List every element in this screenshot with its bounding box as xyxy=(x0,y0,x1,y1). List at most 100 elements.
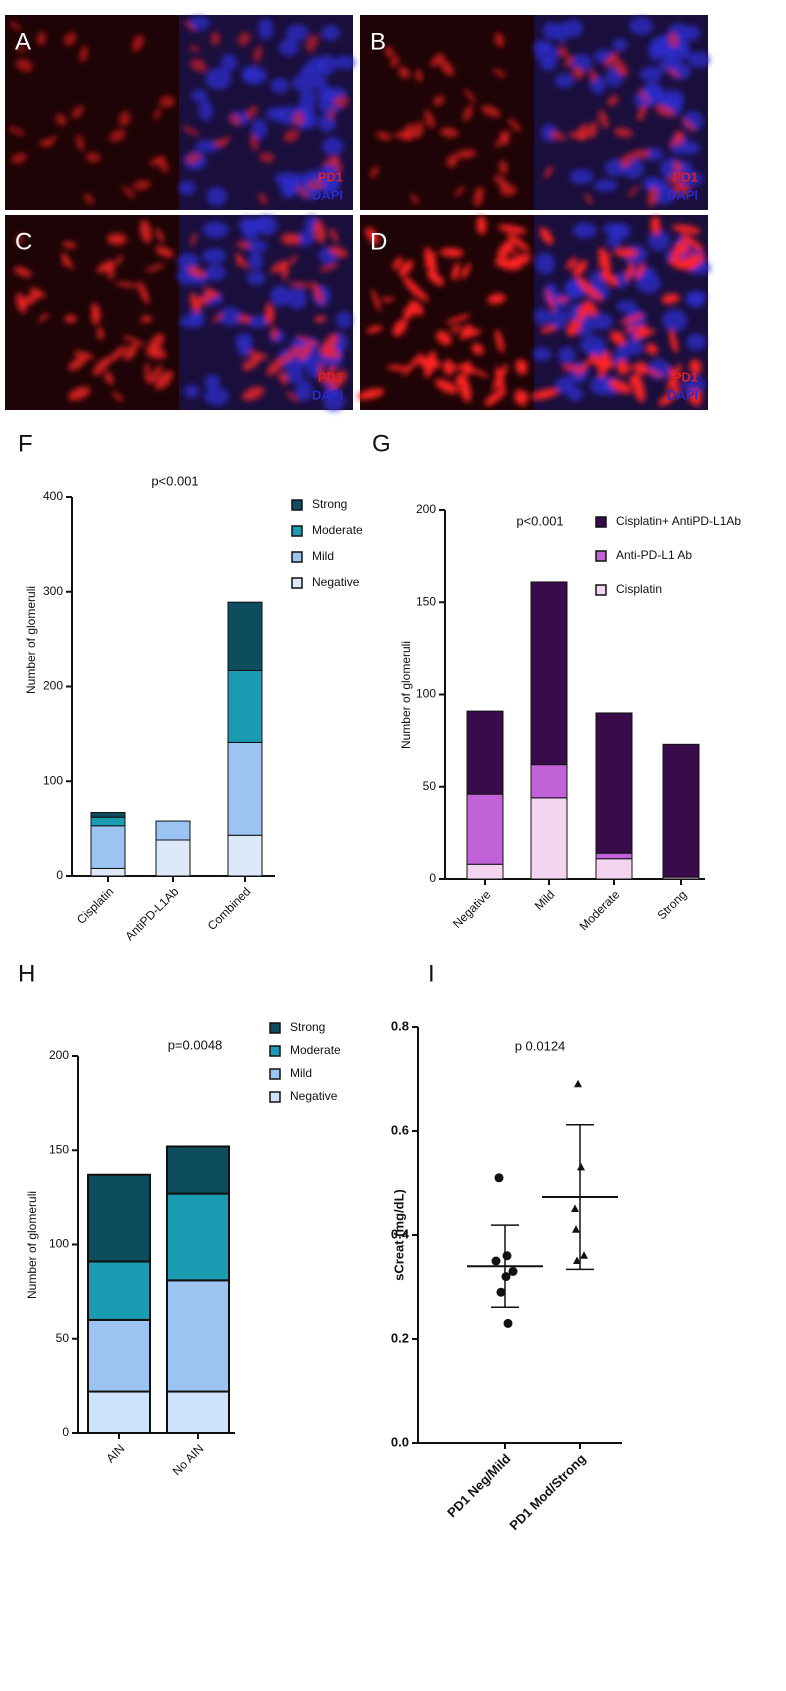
dapi-nucleus xyxy=(286,364,304,383)
dapi-nucleus xyxy=(611,223,631,240)
dapi-nucleus xyxy=(648,230,671,251)
dapi-nucleus xyxy=(291,74,315,92)
y-axis-label: Number of glomeruli xyxy=(399,641,413,749)
pd1-stain xyxy=(668,131,685,148)
dapi-nucleus xyxy=(323,392,345,412)
pd1-stain xyxy=(576,276,597,299)
pd1-stain xyxy=(144,362,150,383)
pd1-stain xyxy=(613,59,628,77)
dapi-nucleus xyxy=(218,307,243,327)
bar-segment xyxy=(530,797,568,880)
legend-swatch xyxy=(595,550,607,562)
dapi-nucleus xyxy=(333,55,356,70)
pd1-stain xyxy=(282,345,301,363)
dapi-nucleus xyxy=(178,180,196,195)
x-tick-label: No AIN xyxy=(170,1441,207,1478)
stain-blobs xyxy=(7,16,356,206)
pd1-stain xyxy=(627,364,644,370)
pd1-stain xyxy=(210,31,220,46)
pd1-stain xyxy=(318,362,324,383)
legend-label: Moderate xyxy=(312,523,363,537)
stain-label: DAPI xyxy=(667,187,698,202)
y-tick-label: 100 xyxy=(43,773,63,787)
data-point xyxy=(572,1225,580,1233)
pd1-stain xyxy=(417,289,429,302)
pd1-stain xyxy=(424,350,437,378)
bar-segment xyxy=(530,581,568,766)
pd1-stain xyxy=(285,391,298,402)
pd1-stain xyxy=(157,157,169,173)
pd1-stain xyxy=(114,281,139,288)
pd1-stain xyxy=(409,300,424,316)
dapi-nucleus xyxy=(202,221,229,239)
dapi-nucleus xyxy=(657,59,683,73)
pd1-stain xyxy=(688,389,698,404)
pd1-stain xyxy=(545,289,555,312)
pd1-stain xyxy=(187,266,206,278)
pd1-stain xyxy=(132,180,151,191)
pd1-stain xyxy=(671,224,701,234)
pd1-stain xyxy=(668,32,679,48)
pd1-stain xyxy=(402,352,423,377)
pd1-stain xyxy=(259,152,275,163)
bar-segment xyxy=(166,1192,230,1282)
pd1-stain xyxy=(18,291,41,308)
pd1-stain xyxy=(139,219,152,244)
dapi-nucleus xyxy=(321,137,344,156)
pd1-stain xyxy=(442,359,455,376)
pd1-stain xyxy=(258,193,268,205)
bar-segment xyxy=(87,1260,151,1321)
pd1-stain xyxy=(667,68,680,78)
pd1-stain xyxy=(38,313,49,323)
stain-label: DAPI xyxy=(667,387,698,402)
pd1-stain xyxy=(629,373,641,386)
dapi-nucleus xyxy=(555,376,575,395)
y-tick-label: 200 xyxy=(49,1048,69,1062)
annotation: p<0.001 xyxy=(151,473,198,488)
pd1-stain xyxy=(398,66,410,79)
pd1-stain xyxy=(283,129,300,143)
pd1-stain xyxy=(550,131,566,141)
dapi-nucleus xyxy=(270,77,289,94)
bar-segment xyxy=(166,1390,230,1435)
pd1-stain xyxy=(118,111,131,127)
pd1-stain xyxy=(71,105,84,119)
bar-segment xyxy=(87,1173,151,1263)
bar-segment xyxy=(530,764,568,799)
pd1-stain xyxy=(424,109,435,129)
pd1-stain xyxy=(647,186,658,207)
pd1-stain xyxy=(436,330,452,346)
dapi-nucleus xyxy=(540,58,557,71)
pd1-stain xyxy=(295,185,310,199)
dapi-nucleus xyxy=(220,54,238,72)
pd1-stain xyxy=(439,59,454,77)
pd1-stain xyxy=(610,330,626,346)
y-tick-label: 0 xyxy=(429,871,436,885)
x-tick-label: Mild xyxy=(532,887,557,912)
dapi-nucleus xyxy=(666,42,691,62)
pd1-stain xyxy=(645,343,658,355)
dapi-nucleus xyxy=(572,222,597,239)
pd1-stain xyxy=(329,246,348,258)
pd1-stain xyxy=(253,45,263,63)
pd1-stain xyxy=(96,327,104,340)
pd1-stain xyxy=(159,95,175,108)
dapi-nucleus xyxy=(277,105,298,125)
dapi-nucleus xyxy=(677,171,704,187)
pd1-stain xyxy=(305,34,319,52)
y-axis-label: Number of glomeruli xyxy=(24,586,38,694)
stain-label: PD1 xyxy=(673,169,698,184)
pd1-stain xyxy=(598,350,611,378)
pd1-stain xyxy=(155,246,174,258)
pd1-stain xyxy=(392,318,408,337)
dapi-nucleus xyxy=(270,285,291,307)
error-bar xyxy=(566,1124,594,1271)
y-tick-label: 0.8 xyxy=(391,1018,409,1033)
pd1-stain xyxy=(270,261,287,273)
legend-label: Strong xyxy=(312,497,347,511)
dapi-nucleus xyxy=(204,374,221,390)
dapi-nucleus xyxy=(647,39,664,62)
legend-label: Strong xyxy=(290,1020,325,1034)
stain-label: PD1 xyxy=(318,169,343,184)
